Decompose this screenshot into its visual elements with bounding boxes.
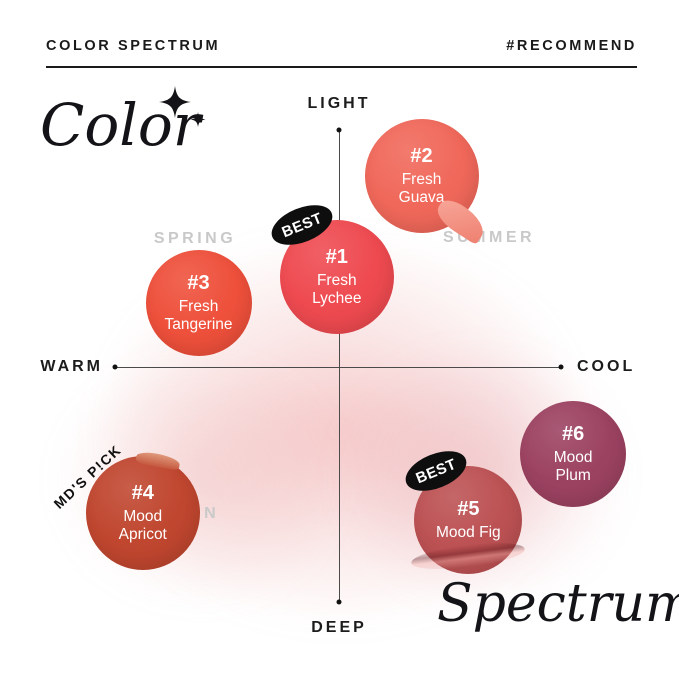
swatch-number: #4 — [131, 482, 154, 505]
axis-dot-right — [558, 364, 564, 370]
swatch-6-mood-plum: #6 Mood Plum — [520, 401, 627, 508]
best-badge-label: BEST — [413, 455, 459, 488]
swatch-name: Fresh Lychee — [312, 272, 362, 308]
axis-dot-left — [112, 364, 118, 370]
swatch-name: Mood Plum — [553, 449, 593, 485]
axis-dot-bottom — [336, 599, 342, 605]
horizontal-axis — [115, 367, 561, 368]
swatch-name: Mood Apricot — [118, 508, 167, 544]
header-title: COLOR SPECTRUM — [46, 38, 221, 54]
axis-label-deep: DEEP — [311, 619, 367, 636]
axis-label-warm: WARM — [40, 358, 103, 375]
swatch-name: Fresh Guava — [398, 170, 445, 206]
script-word-spectrum: Spectrum — [437, 574, 679, 634]
header-rule — [46, 66, 637, 68]
swatch-name: Mood Fig — [436, 524, 501, 542]
sparkle-icon — [159, 86, 206, 127]
swatch-5-mood-fig: BEST #5 Mood Fig — [400, 443, 527, 575]
swatch-number: #6 — [562, 423, 585, 446]
swatch-4-mood-apricot: MD'S P!CK #4 Mood Apricot — [50, 442, 200, 571]
swatch-name: Fresh Tangerine — [164, 297, 233, 334]
quadrant-label-spring: SPRING — [153, 230, 237, 247]
swatch-number: #1 — [325, 246, 348, 269]
axis-label-light: LIGHT — [307, 95, 371, 112]
swatch-2-fresh-guava: #2 Fresh Guava — [364, 118, 490, 245]
swatch-3-fresh-tangerine: #3 Fresh Tangerine — [145, 250, 252, 357]
swatch-1-fresh-lychee: BEST #1 Fresh Lychee — [265, 197, 394, 335]
axis-dot-top — [336, 127, 342, 133]
header-hashtag: #RECOMMEND — [506, 38, 637, 54]
swatch-number: #2 — [410, 144, 433, 167]
swatch-number: #3 — [187, 271, 210, 294]
vertical-axis — [339, 130, 340, 602]
axis-label-cool: COOL — [577, 358, 636, 375]
swatch-number: #5 — [457, 498, 480, 521]
best-badge-label: BEST — [279, 209, 325, 242]
